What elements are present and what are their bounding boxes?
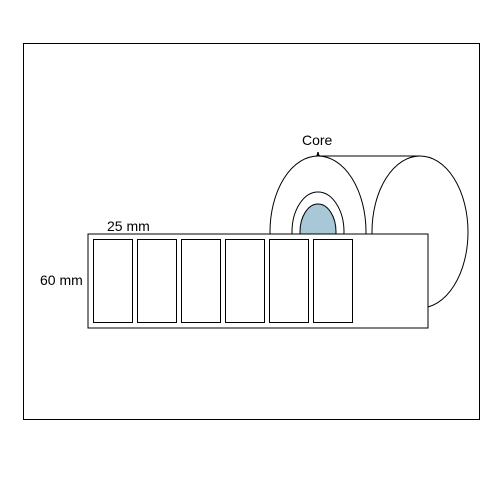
label-cell bbox=[93, 239, 133, 323]
label-cell bbox=[269, 239, 309, 323]
label-cell bbox=[181, 239, 221, 323]
label-cell bbox=[225, 239, 265, 323]
label-cell bbox=[137, 239, 177, 323]
label-cell bbox=[313, 239, 353, 323]
